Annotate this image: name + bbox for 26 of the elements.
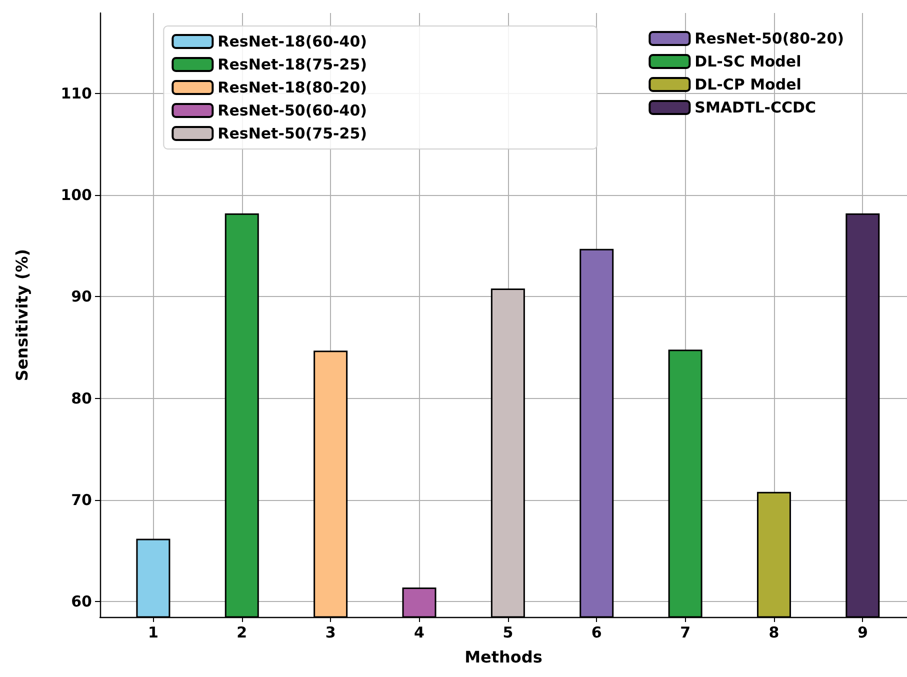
x-tick-label: 4 xyxy=(414,624,424,642)
y-tick-label: 90 xyxy=(71,288,92,306)
x-axis-title: Methods xyxy=(464,648,542,666)
y-tick-label: 80 xyxy=(71,389,92,408)
x-tick-label: 9 xyxy=(857,624,868,642)
x-tick-label: 7 xyxy=(680,624,691,642)
legend-label: ResNet-18(75-25) xyxy=(218,56,368,74)
x-tick-label: 1 xyxy=(148,624,158,642)
x-tick-label: 8 xyxy=(768,624,780,642)
x-tick-label: 6 xyxy=(591,624,602,642)
y-axis-title: Sensitivity (%) xyxy=(12,248,32,382)
legend-label: ResNet-18(80-20) xyxy=(218,78,368,96)
legend-label: ResNet-50(60-40) xyxy=(218,102,368,120)
legend-label: DL-CP Model xyxy=(694,76,802,94)
legend-label: DL-SC Model xyxy=(694,52,802,70)
x-tick-label: 2 xyxy=(236,624,248,642)
y-tick-label: 100 xyxy=(60,186,92,204)
legend-label: ResNet-50(80-20) xyxy=(694,30,844,48)
y-tick-label: 110 xyxy=(60,84,92,102)
y-tick-label: 70 xyxy=(71,491,92,510)
x-tick-label: 5 xyxy=(502,624,514,642)
legend-label: SMADTL-CCDC xyxy=(694,98,816,116)
legend-label: ResNet-50(75-25) xyxy=(218,124,368,142)
legend-label: ResNet-18(60-40) xyxy=(218,32,368,50)
x-tick-label: 3 xyxy=(325,624,336,642)
y-tick-label: 60 xyxy=(71,592,92,611)
